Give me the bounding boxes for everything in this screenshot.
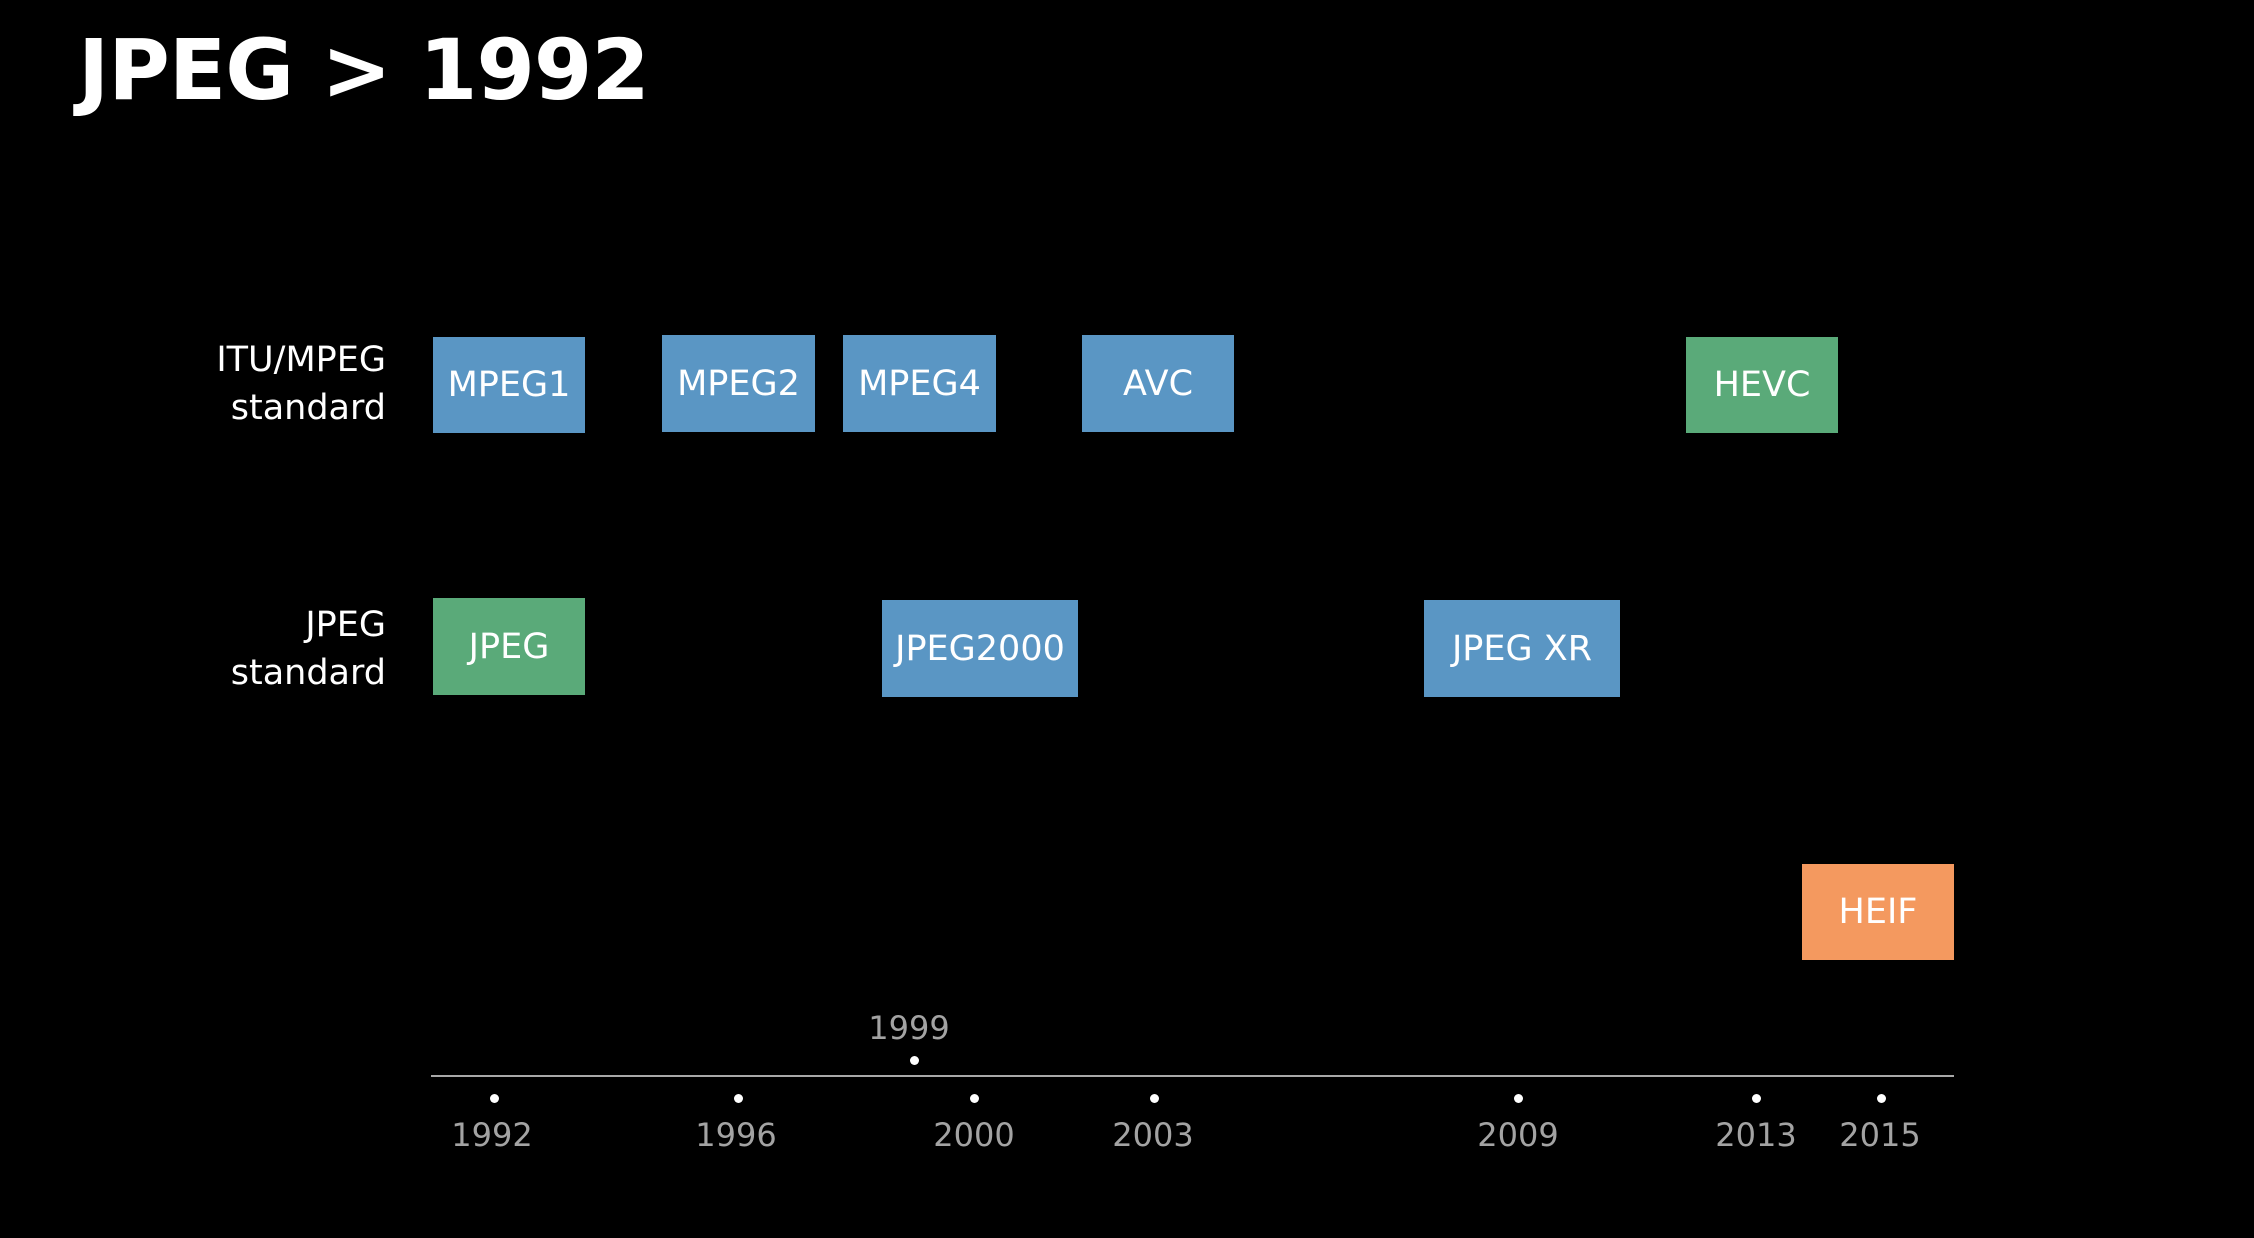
row-label-line: standard [230,653,386,693]
timeline-axis [431,1075,1954,1077]
timeline-year-label-above: 1999 [868,1009,950,1047]
timeline-year-label: 2009 [1477,1116,1559,1154]
timeline-marker [1877,1094,1886,1103]
row-label-itu-mpeg: ITU/MPEG standard [86,336,386,432]
row-label-line: ITU/MPEG [216,340,386,380]
standard-box-hevc: HEVC [1686,337,1838,433]
timeline-marker [970,1094,979,1103]
standard-box-jpeg-xr: JPEG XR [1424,600,1620,697]
standard-box-mpeg2: MPEG2 [662,335,815,432]
standard-box-jpeg2000: JPEG2000 [882,600,1078,697]
row-label-line: standard [230,388,386,428]
row-label-jpeg: JPEG standard [86,601,386,697]
timeline-year-label: 1996 [695,1116,777,1154]
timeline-marker [910,1056,919,1065]
timeline-marker [490,1094,499,1103]
timeline-year-label: 2000 [933,1116,1015,1154]
timeline-year-label: 2003 [1112,1116,1194,1154]
standard-box-mpeg1: MPEG1 [433,337,585,433]
standard-box-avc: AVC [1082,335,1234,432]
timeline-year-label: 1992 [451,1116,533,1154]
row-label-line: JPEG [305,605,386,645]
standard-box-jpeg: JPEG [433,598,585,695]
timeline-year-label: 2013 [1715,1116,1797,1154]
timeline-marker [1150,1094,1159,1103]
timeline-marker [734,1094,743,1103]
standard-box-mpeg4: MPEG4 [843,335,996,432]
standard-box-heif: HEIF [1802,864,1954,960]
timeline-marker [1514,1094,1523,1103]
timeline-year-label: 2015 [1839,1116,1921,1154]
timeline-marker [1752,1094,1761,1103]
page-title: JPEG > 1992 [78,21,650,119]
